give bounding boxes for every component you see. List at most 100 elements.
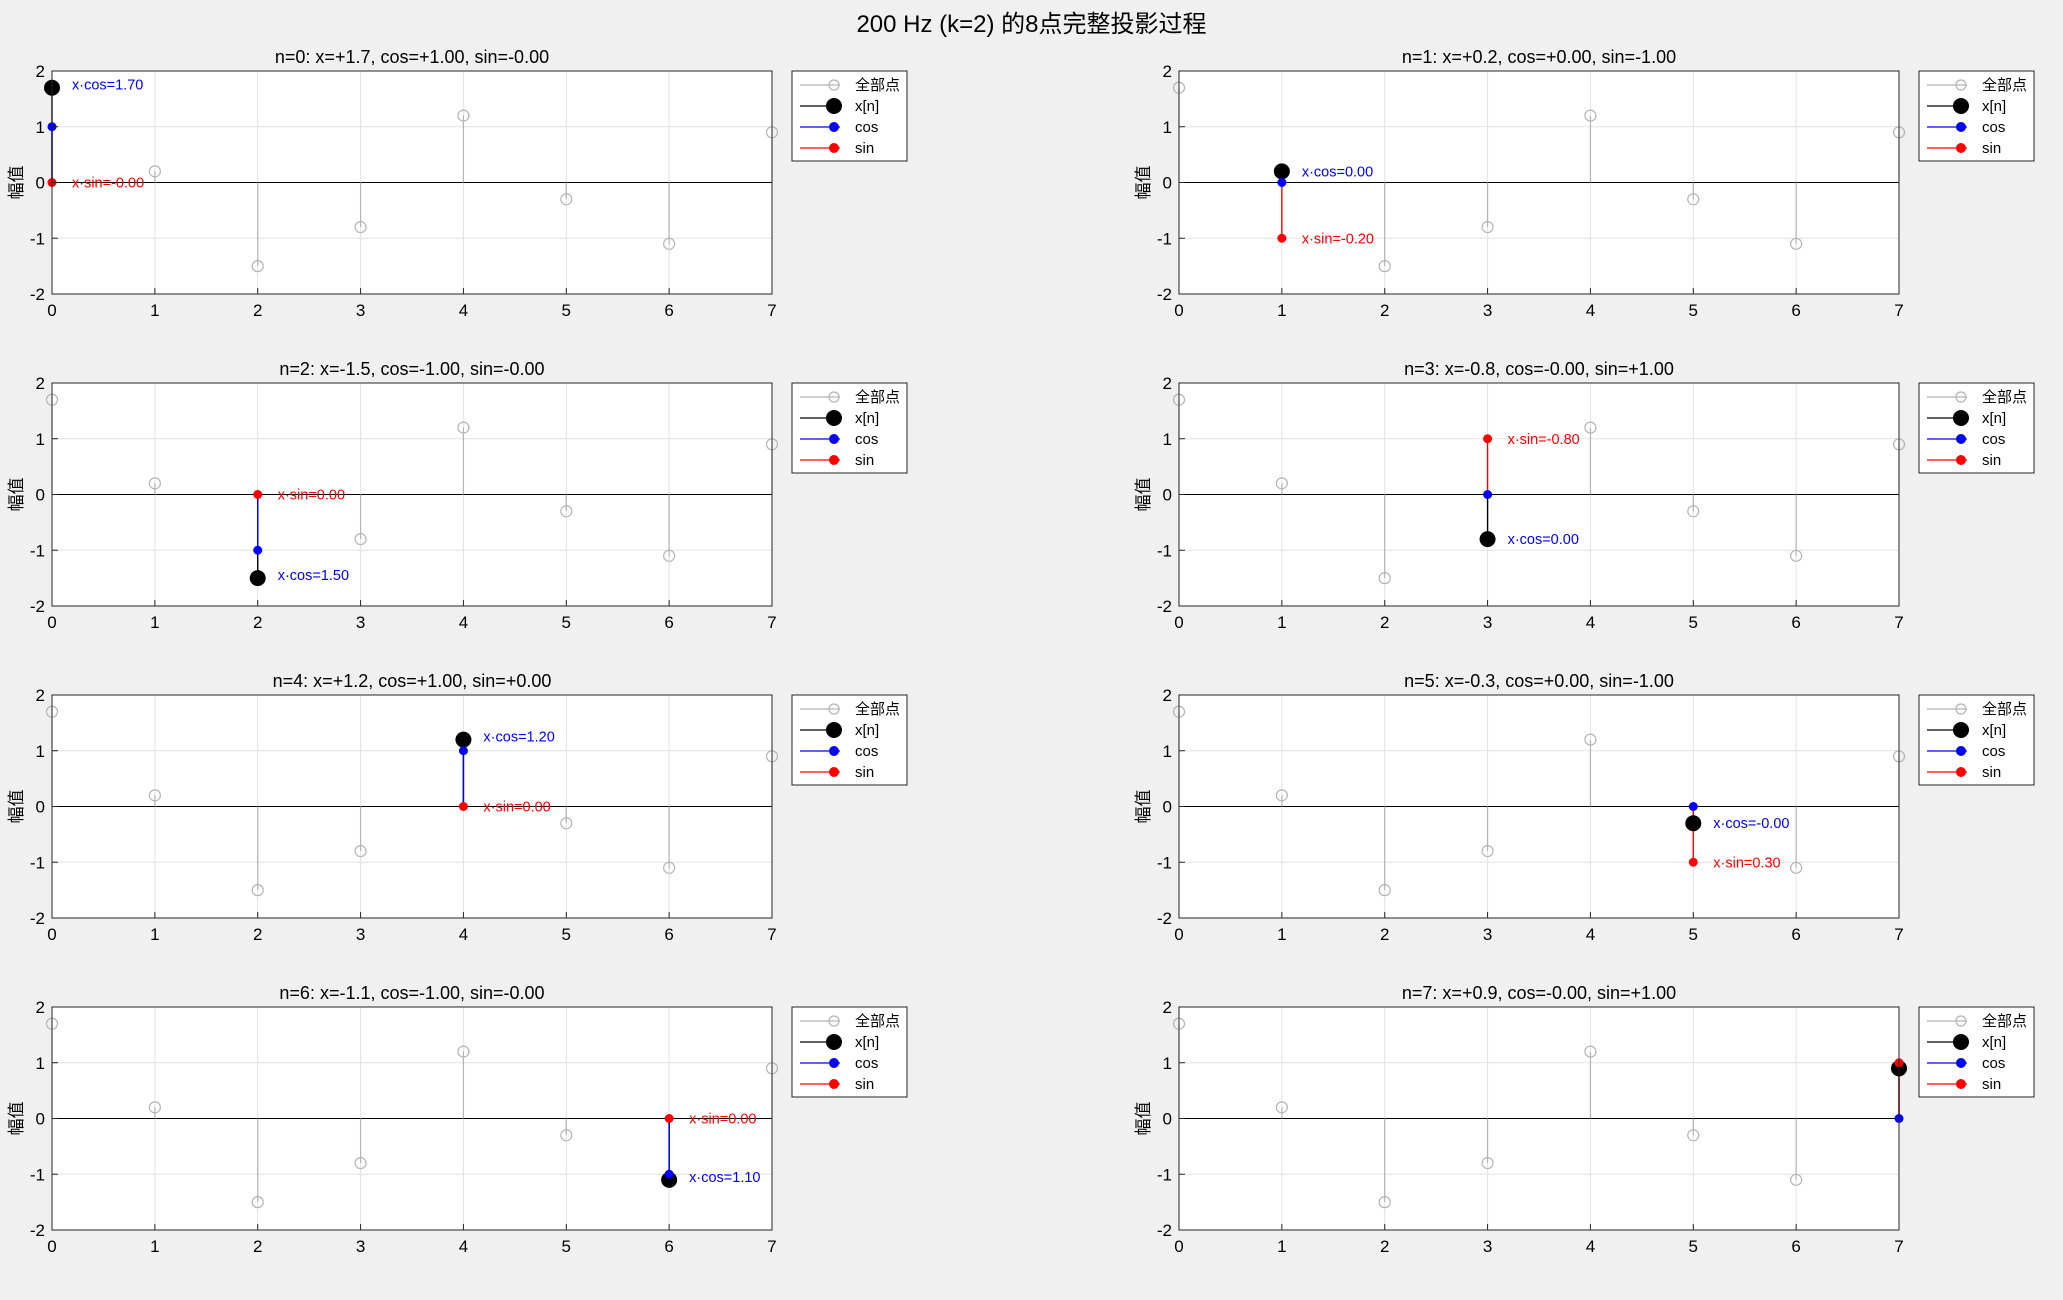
x-tick-label: 4 [459,1237,468,1256]
subplot-n4: x·cos=1.20 x·sin=0.00 0 1 2 3 4 5 6 7 2 1 0 -1 -2 幅值 n=4… [7,671,908,944]
legend-box [1918,70,2035,162]
legend: 全部点 x[n] cos sin [791,70,908,162]
legend-label: 全部点 [855,388,900,406]
legend-label: 全部点 [855,700,900,718]
sin-annotation: x·sin=0.30 [1713,855,1780,871]
x-tick-label: 6 [1791,301,1800,320]
subplot-title: n=5: x=-0.3, cos=+0.00, sin=-1.00 [1404,671,1674,691]
legend: 全部点 x[n] cos sin [1918,694,2035,786]
x-tick-label: 4 [459,925,468,944]
y-axis-label: 幅值 [7,790,26,824]
x-tick-label: 3 [356,301,365,320]
x-tick-label: 6 [1791,613,1800,632]
all-points-marker [560,193,573,206]
x-tick-label: 7 [767,613,776,632]
legend-label: x[n] [855,410,879,427]
x-tick-label: 7 [1894,1237,1903,1256]
all-points-marker [1378,884,1391,897]
legend-label: cos [855,1055,878,1072]
sin-annotation: x·sin=0.00 [689,1112,756,1128]
all-points-marker [148,477,161,490]
all-points-marker [1790,549,1803,562]
all-points-marker [1275,789,1288,802]
legend-label: 全部点 [1982,700,2027,718]
legend-label: 全部点 [1982,1012,2027,1030]
y-tick-label: -2 [30,1221,45,1240]
legend-box [1918,382,2035,474]
legend: 全部点 x[n] cos sin [1918,382,2035,474]
x-marker [1685,815,1702,832]
legend-marker [1953,1034,1969,1050]
x-tick-label: 1 [1277,301,1286,320]
y-axis-label: 幅值 [7,166,26,200]
x-tick-label: 4 [459,613,468,632]
x-marker [249,570,266,587]
x-tick-label: 5 [562,613,571,632]
y-tick-label: -2 [1157,1221,1172,1240]
y-tick-label: -2 [30,285,45,304]
subplot-title: n=2: x=-1.5, cos=-1.00, sin=-0.00 [279,359,544,379]
legend-marker [1953,722,1969,738]
legend: 全部点 x[n] cos sin [791,1006,908,1098]
legend-label: sin [855,452,874,469]
x-tick-label: 2 [253,301,262,320]
x-tick-label: 3 [356,1237,365,1256]
x-tick-label: 4 [1586,301,1595,320]
y-tick-label: 0 [1163,798,1172,817]
x-tick-label: 2 [1380,925,1389,944]
x-tick-label: 5 [562,925,571,944]
x-tick-label: 3 [1483,1237,1492,1256]
legend-label: 全部点 [1982,388,2027,406]
y-tick-label: 0 [36,798,45,817]
subplot-title: n=0: x=+1.7, cos=+1.00, sin=-0.00 [275,47,549,67]
subplot-n3: x·cos=0.00 x·sin=-0.80 0 1 2 3 4 5 6 7 2 1 0 -1 -2 幅值 n=… [1134,359,2035,632]
x-tick-label: 5 [1689,925,1698,944]
y-tick-label: 2 [1163,998,1172,1017]
legend-box [791,70,908,162]
x-tick-label: 0 [1174,613,1183,632]
x-tick-label: 7 [1894,925,1903,944]
all-points-marker [1378,572,1391,585]
sin-marker [253,490,263,499]
y-tick-label: -2 [1157,597,1172,616]
all-points-marker [457,421,470,434]
y-tick-label: 1 [1163,430,1172,449]
x-tick-label: 3 [1483,301,1492,320]
legend-marker [828,79,840,91]
sin-marker [1277,233,1287,243]
x-tick-label: 5 [1689,301,1698,320]
y-tick-label: 1 [36,430,45,449]
legend-marker [826,410,842,426]
x-tick-label: 6 [664,301,673,320]
all-points-marker [251,260,264,273]
legend-label: x[n] [855,98,879,115]
legend-label: sin [855,140,874,157]
legend-label: x[n] [1982,1034,2006,1051]
legend-marker [829,434,839,444]
y-tick-label: 2 [36,62,45,81]
all-points-marker [251,1196,264,1209]
legend-marker [1956,746,1966,756]
all-points-marker [1687,193,1700,206]
all-points-marker [1584,733,1597,746]
all-points-marker [1481,1156,1494,1170]
legend-label: x[n] [1982,98,2006,115]
x-tick-label: 7 [1894,613,1903,632]
y-tick-label: -2 [1157,909,1172,928]
x-tick-label: 4 [1586,613,1595,632]
x-tick-label: 6 [664,613,673,632]
x-tick-label: 0 [1174,1237,1183,1256]
legend-marker [826,1034,842,1050]
x-tick-label: 5 [562,301,571,320]
cos-annotation: x·cos=1.50 [278,568,349,584]
all-points-marker [560,817,573,830]
y-tick-label: -1 [1157,541,1172,560]
all-points-marker [1687,505,1700,518]
legend-marker [1956,143,1966,153]
all-points-marker [1790,237,1803,250]
x-tick-label: 0 [47,1237,56,1256]
legend-label: sin [1982,452,2001,469]
subplot-n5: x·cos=-0.00 x·sin=0.30 0 1 2 3 4 5 6 7 2 1 0 -1 -2 幅值 n=… [1134,671,2035,944]
